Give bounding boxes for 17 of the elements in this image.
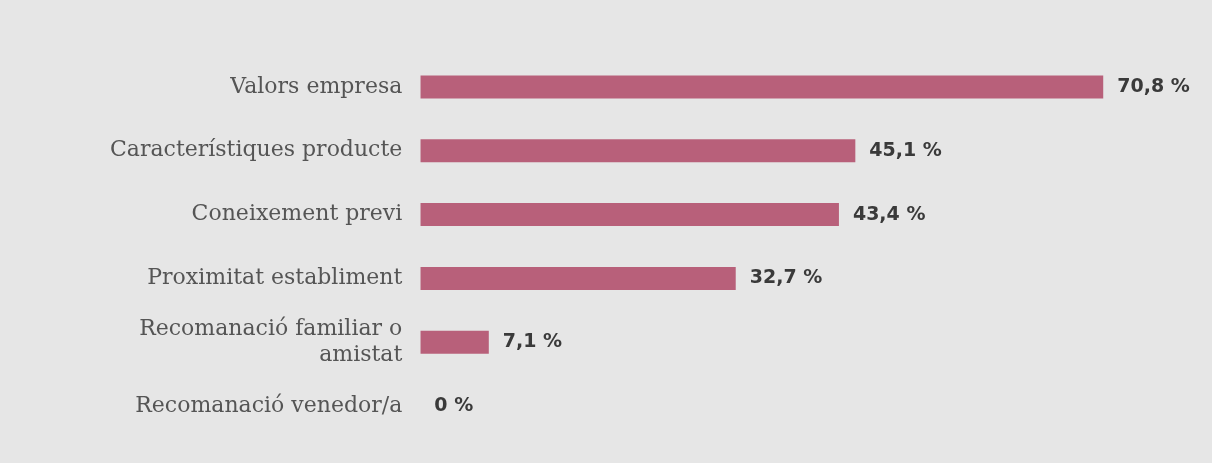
data-label: 7,1 %	[502, 329, 563, 352]
data-label: 0 %	[434, 393, 474, 416]
data-label: 43,4 %	[852, 201, 926, 224]
data-label: 70,8 %	[1117, 73, 1190, 96]
y-tick-label: Valors empresa	[229, 72, 403, 98]
y-tick-label: Proximitat establiment	[147, 264, 403, 290]
y-tick-label: Característiques producte	[109, 136, 403, 162]
y-tick-label: Recomanació familiar o amistat	[139, 314, 403, 367]
data-label: 32,7 %	[749, 265, 823, 288]
bar	[420, 203, 839, 227]
bar	[420, 266, 736, 290]
bar	[420, 330, 489, 354]
bar	[420, 75, 1104, 99]
y-tick-label: Recomanació venedor/a	[135, 391, 403, 417]
data-label: 45,1 %	[869, 137, 942, 160]
y-tick-label: Coneixement previ	[191, 200, 403, 226]
bar	[420, 139, 856, 163]
